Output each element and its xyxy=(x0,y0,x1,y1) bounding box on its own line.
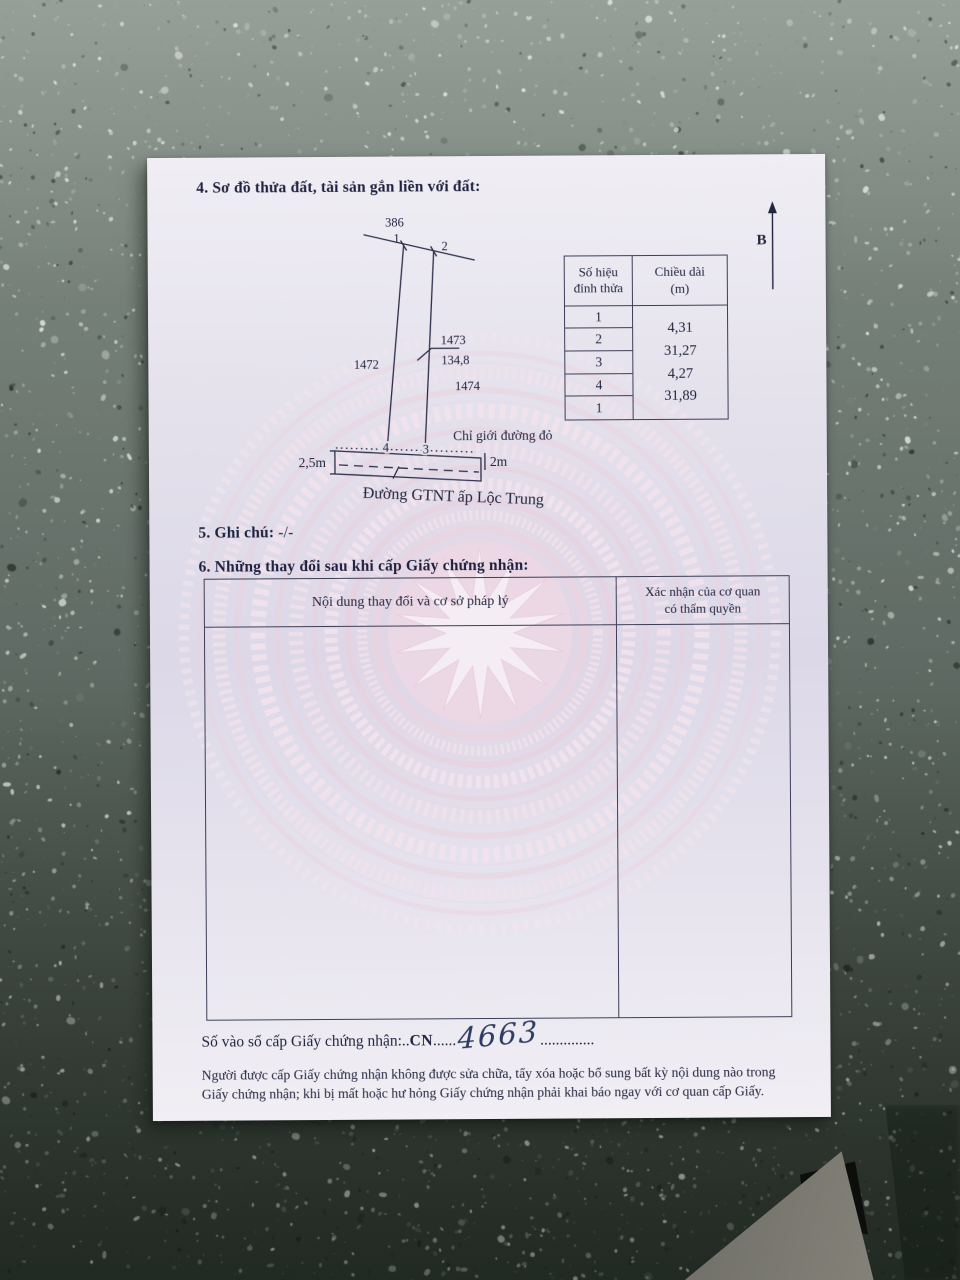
registry-handwritten-number: 4663 xyxy=(457,1014,540,1056)
certificate-page: 386 1 2 1472 1473 134,8 1474 4 3 Chỉ giớ… xyxy=(147,153,831,1122)
footer-notice: Người được cấp Giấy chứng nhận không đượ… xyxy=(202,1062,798,1105)
length-cell: 4,31 xyxy=(667,319,693,336)
red-line-caption: Chỉ giới đường đỏ xyxy=(453,428,553,444)
page-graphics: 386 1 2 1472 1473 134,8 1474 4 3 Chỉ giớ… xyxy=(178,201,781,935)
changes-col1-empty-cell xyxy=(204,625,620,1020)
north-B-label: B xyxy=(757,232,767,248)
east-parcel-line xyxy=(424,251,435,455)
adjacent-parcel-386-label: 386 xyxy=(385,216,404,230)
diagram-labels: 386 1 2 1472 1473 134,8 1474 4 3 Chỉ giớ… xyxy=(298,216,553,509)
parcel-1473-label: 1473 xyxy=(441,333,466,347)
vertex-cell: 4 xyxy=(565,373,633,397)
section5-heading: 5. Ghi chú: -/- xyxy=(198,524,294,542)
vertex-column-header: Số hiệu đỉnh thửa xyxy=(564,256,632,307)
road-name-label: Đường GTNT ấp Lộc Trung xyxy=(362,485,544,509)
vertex-cell: 1 xyxy=(564,305,633,329)
changes-table: Nội dung thay đổi và cơ sở pháp lý Xác n… xyxy=(203,575,793,1021)
section4-heading: 4. Sơ đồ thửa đất, tài sản gắn liền với … xyxy=(196,178,481,197)
section6-heading: 6. Những thay đổi sau khi cấp Giấy chứng… xyxy=(198,556,529,576)
parcel-1472-label: 1472 xyxy=(354,358,379,372)
road-width-left-label: 2,5m xyxy=(298,455,326,470)
changes-col2-empty-cell xyxy=(617,624,791,1017)
length-cell: 31,89 xyxy=(664,388,697,405)
vertex-cell: 3 xyxy=(565,351,633,375)
vertex-cell: 1 xyxy=(595,399,603,415)
length-cell: 31,27 xyxy=(663,342,697,359)
vertex-cell: 2 xyxy=(565,328,633,352)
vertex-3-label: 3 xyxy=(423,442,429,456)
changes-col1-header: Nội dung thay đổi và cơ sở pháp lý xyxy=(204,577,617,627)
length-cell: 4,27 xyxy=(667,365,694,382)
west-parcel-line xyxy=(386,245,405,453)
registry-number-line: Số vào sổ cấp Giấy chứng nhận:..CN......… xyxy=(201,1014,595,1056)
footer-line-2: Giấy chứng nhận; khi bị mất hoặc hư hỏng… xyxy=(201,1083,765,1103)
road-center-dashed-line xyxy=(338,464,480,473)
section5-value: -/- xyxy=(278,524,294,542)
registry-code: CN xyxy=(409,1032,434,1050)
vertex-1-label: 1 xyxy=(393,232,399,246)
parcel-diagram xyxy=(329,234,486,482)
registry-dots: ...... xyxy=(432,1032,457,1050)
road-slash-tick xyxy=(392,466,400,479)
north-arrow-head xyxy=(767,201,777,214)
vertex-4-label: 4 xyxy=(383,441,390,455)
vertex-2-label: 2 xyxy=(441,239,447,253)
changes-col2-header: Xác nhận của cơ quan có thẩm quyền xyxy=(645,582,761,616)
road-width-right-label: 2m xyxy=(490,454,508,469)
label-leader-line xyxy=(416,347,460,361)
north-boundary-line xyxy=(363,234,475,261)
parcel-area-label: 134,8 xyxy=(441,353,469,367)
registry-label: Số vào sổ cấp Giấy chứng nhận:.. xyxy=(201,1032,410,1051)
vertex-length-table: Số hiệu đỉnh thửa 1 2 3 4 1 Chiều dài (m… xyxy=(563,254,729,421)
road-strip xyxy=(334,450,482,482)
length-column-header: Chiều dài (m) xyxy=(632,255,727,307)
parcel-1474-label: 1474 xyxy=(455,379,481,393)
red-boundary-dotted-line xyxy=(335,447,476,453)
registry-dots-end: .............. xyxy=(540,1031,595,1049)
north-arrow: B xyxy=(757,201,777,290)
length-values: 4,31 31,27 4,27 31,89 xyxy=(633,306,728,409)
